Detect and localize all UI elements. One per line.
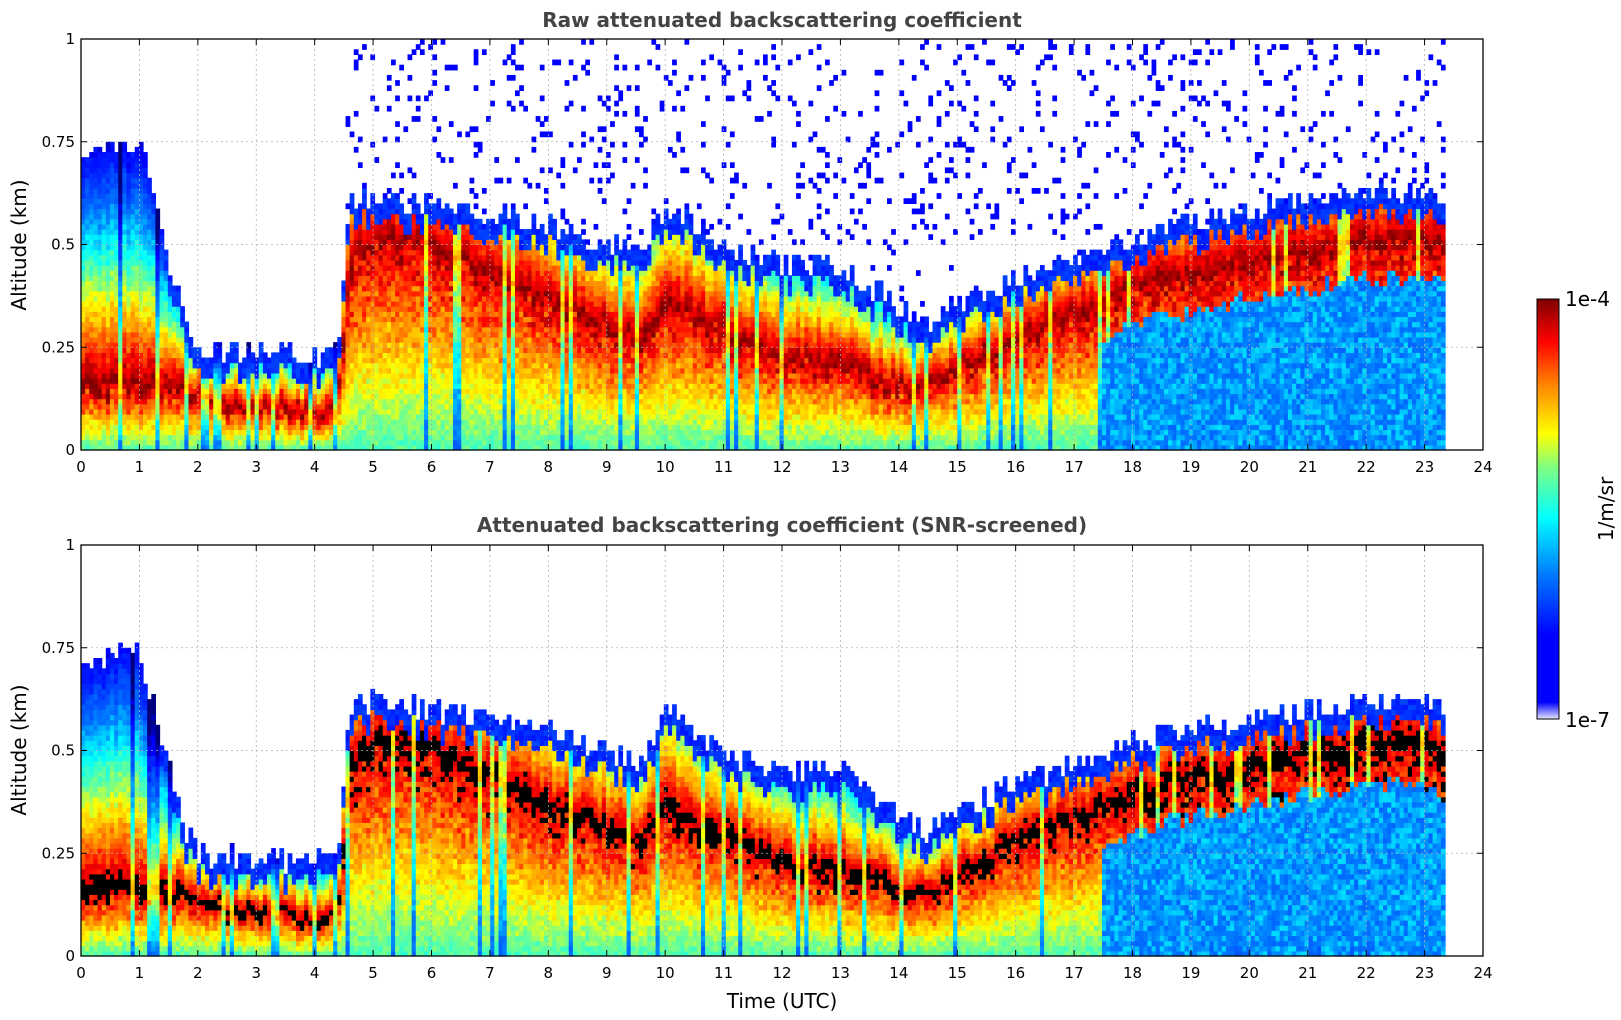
x-tick-label: 12 <box>772 964 791 982</box>
x-tick-label: 15 <box>948 458 967 476</box>
screened-backscatter-panel: Attenuated backscattering coefficient (S… <box>7 513 1493 1013</box>
x-tick-label: 21 <box>1298 964 1317 982</box>
x-tick-label: 15 <box>948 964 967 982</box>
y-tick-label: 0.5 <box>51 236 75 254</box>
y-tick-label: 1 <box>65 30 75 48</box>
x-tick-label: 9 <box>602 458 612 476</box>
y-tick-label: 0.75 <box>42 639 75 657</box>
x-tick-label: 7 <box>485 458 495 476</box>
panel2-heatmap <box>81 642 1446 957</box>
x-tick-label: 18 <box>1123 964 1142 982</box>
y-tick-label: 0.75 <box>42 133 75 151</box>
x-tick-label: 6 <box>427 964 437 982</box>
x-tick-label: 3 <box>251 458 261 476</box>
x-tick-label: 1 <box>135 964 145 982</box>
panel2-xlabel: Time (UTC) <box>726 989 838 1013</box>
y-tick-label: 0.25 <box>42 338 75 356</box>
panel1-x-ticks: 0 1 2 3 4 5 6 7 8 9 10 11 12 13 14 15 16 17 18 19 20 21 22 23 24 <box>76 39 1493 476</box>
x-tick-label: 24 <box>1473 964 1492 982</box>
y-tick-label: 0 <box>65 947 75 965</box>
x-tick-label: 20 <box>1240 964 1259 982</box>
panel1-ylabel: Altitude (km) <box>7 179 31 310</box>
panel2-x-ticks: 0 1 2 3 4 5 6 7 8 9 10 11 12 13 14 15 16 17 18 19 20 21 22 23 24 <box>76 545 1493 982</box>
panel1-heatmap <box>81 39 1446 451</box>
colorbar-scale <box>1536 298 1560 720</box>
x-tick-label: 8 <box>544 964 554 982</box>
x-tick-label: 20 <box>1240 458 1259 476</box>
panel1-title: Raw attenuated backscattering coefficien… <box>542 8 1022 32</box>
x-tick-label: 13 <box>831 458 850 476</box>
colorbar-max-label: 1e-4 <box>1565 287 1610 311</box>
colorbar: 1e-4 1e-7 1/m/sr <box>1536 287 1618 732</box>
y-tick-label: 1 <box>65 536 75 554</box>
y-tick-label: 0.5 <box>51 742 75 760</box>
x-tick-label: 14 <box>889 458 908 476</box>
x-tick-label: 11 <box>714 964 733 982</box>
x-tick-label: 5 <box>368 458 378 476</box>
panel2-y-ticks: 0 0.25 0.5 0.75 1 <box>42 536 1483 965</box>
x-tick-label: 1 <box>135 458 145 476</box>
x-tick-label: 23 <box>1415 458 1434 476</box>
x-tick-label: 10 <box>656 458 675 476</box>
x-tick-label: 6 <box>427 458 437 476</box>
panel1-y-ticks: 0 0.25 0.5 0.75 1 <box>42 30 1483 459</box>
x-tick-label: 5 <box>368 964 378 982</box>
x-tick-label: 2 <box>193 964 203 982</box>
x-tick-label: 12 <box>772 458 791 476</box>
x-tick-label: 24 <box>1473 458 1492 476</box>
x-tick-label: 9 <box>602 964 612 982</box>
x-tick-label: 0 <box>76 964 86 982</box>
y-tick-label: 0 <box>65 441 75 459</box>
x-tick-label: 22 <box>1357 458 1376 476</box>
panel2-grid <box>81 545 1483 956</box>
x-tick-label: 10 <box>656 964 675 982</box>
x-tick-label: 17 <box>1065 458 1084 476</box>
x-tick-label: 21 <box>1298 458 1317 476</box>
x-tick-label: 18 <box>1123 458 1142 476</box>
x-tick-label: 13 <box>831 964 850 982</box>
colorbar-unit-label: 1/m/sr <box>1594 476 1618 541</box>
x-tick-label: 7 <box>485 964 495 982</box>
x-tick-label: 19 <box>1181 458 1200 476</box>
x-tick-label: 8 <box>544 458 554 476</box>
x-tick-label: 11 <box>714 458 733 476</box>
x-tick-label: 0 <box>76 458 86 476</box>
panel2-title: Attenuated backscattering coefficient (S… <box>477 513 1087 537</box>
y-tick-label: 0.25 <box>42 844 75 862</box>
x-tick-label: 4 <box>310 964 320 982</box>
x-tick-label: 17 <box>1065 964 1084 982</box>
x-tick-label: 2 <box>193 458 203 476</box>
x-tick-label: 14 <box>889 964 908 982</box>
raw-backscatter-panel: Raw attenuated backscattering coefficien… <box>7 8 1493 476</box>
x-tick-label: 4 <box>310 458 320 476</box>
x-tick-label: 23 <box>1415 964 1434 982</box>
panel2-ylabel: Altitude (km) <box>7 684 31 815</box>
panel1-grid <box>81 39 1483 450</box>
x-tick-label: 19 <box>1181 964 1200 982</box>
x-tick-label: 16 <box>1006 964 1025 982</box>
colorbar-min-label: 1e-7 <box>1565 708 1610 732</box>
x-tick-label: 16 <box>1006 458 1025 476</box>
x-tick-label: 3 <box>251 964 261 982</box>
x-tick-label: 22 <box>1357 964 1376 982</box>
